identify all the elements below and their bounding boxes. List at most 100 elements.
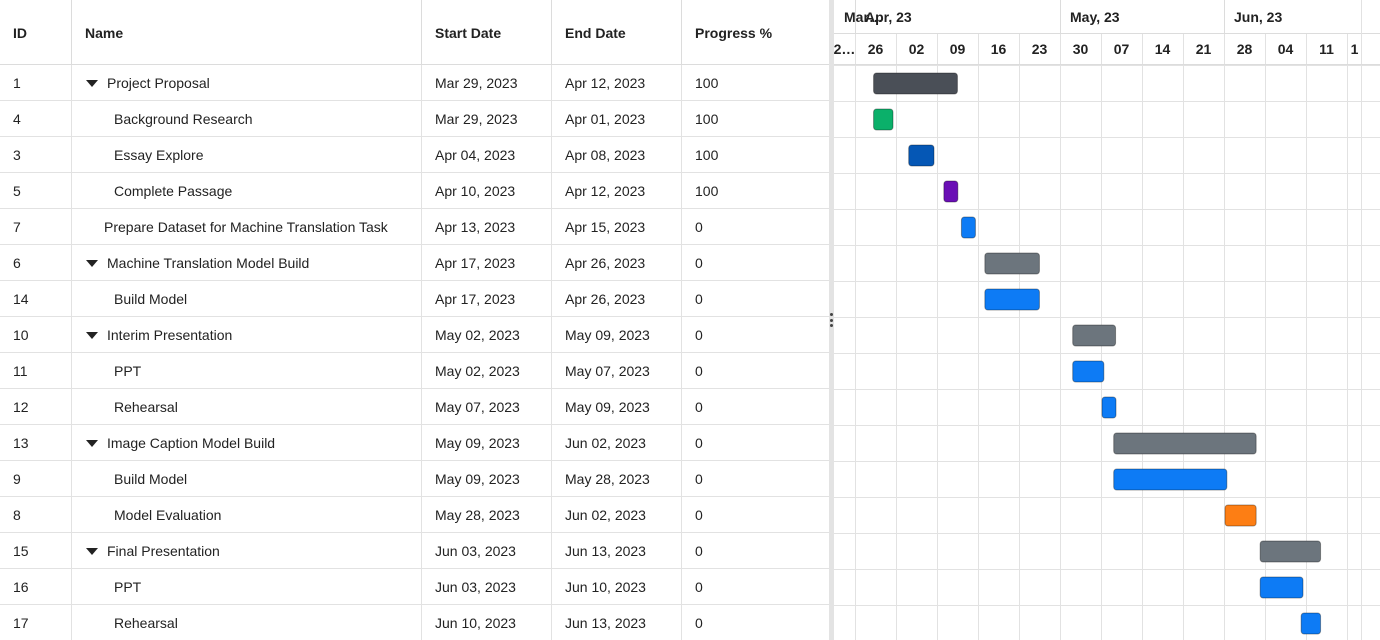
cell-start-date: May 28, 2023 (422, 497, 552, 533)
cell-name: Prepare Dataset for Machine Translation … (72, 209, 422, 245)
task-bar-17[interactable] (1300, 612, 1322, 635)
task-bar-3[interactable] (908, 144, 935, 167)
task-name: Machine Translation Model Build (107, 255, 310, 271)
task-bar-15[interactable] (1259, 540, 1322, 563)
cell-id: 7 (0, 209, 72, 245)
table-row[interactable]: 8 Model Evaluation May 28, 2023 Jun 02, 202… (0, 497, 830, 533)
cell-name: PPT (72, 569, 422, 605)
cell-end-date: Jun 13, 2023 (552, 533, 682, 569)
cell-progress: 0 (695, 579, 703, 595)
table-row[interactable]: 12 Rehearsal May 07, 2023 May 09, 2023 0 (0, 389, 830, 425)
column-header-end-date[interactable]: End Date (552, 0, 682, 65)
task-bar-5[interactable] (943, 180, 959, 203)
week-label: 21 (1196, 41, 1212, 57)
cell-progress: 100 (695, 183, 719, 199)
month-label: Jun, 23 (1234, 9, 1282, 25)
collapse-caret-icon[interactable] (86, 547, 98, 555)
table-row[interactable]: 1 Project Proposal Mar 29, 2023 Apr 12, 202… (0, 65, 830, 101)
task-bar-6[interactable] (984, 252, 1040, 275)
week-label: 26 (868, 41, 884, 57)
cell-start-date: Mar 29, 2023 (422, 101, 552, 137)
cell-name: Image Caption Model Build (72, 425, 422, 461)
table-row[interactable]: 14 Build Model Apr 17, 2023 Apr 26, 2023 0 (0, 281, 830, 317)
month-label: Apr, 23 (865, 9, 912, 25)
table-row[interactable]: 15 Final Presentation Jun 03, 2023 Jun 13, … (0, 533, 830, 569)
table-row[interactable]: 13 Image Caption Model Build May 09, 2023 J… (0, 425, 830, 461)
task-name: Project Proposal (107, 75, 210, 91)
splitter-grip-icon[interactable] (829, 313, 834, 327)
week-label: 28 (1237, 41, 1253, 57)
cell-id: 16 (0, 569, 72, 605)
task-bar-8[interactable] (1224, 504, 1257, 527)
cell-id: 14 (0, 281, 72, 317)
cell-end-date: May 09, 2023 (552, 389, 682, 425)
cell-end-date: Jun 02, 2023 (552, 425, 682, 461)
week-label: 07 (1114, 41, 1130, 57)
collapse-caret-icon[interactable] (86, 439, 98, 447)
cell-id: 4 (0, 101, 72, 137)
column-header-progress[interactable]: Progress % (695, 24, 773, 41)
task-bar-11[interactable] (1072, 360, 1105, 383)
cell-end-date: May 09, 2023 (552, 317, 682, 353)
task-bar-13[interactable] (1113, 432, 1257, 455)
cell-id: 12 (0, 389, 72, 425)
cell-start-date: Apr 17, 2023 (422, 245, 552, 281)
cell-start-date: Apr 10, 2023 (422, 173, 552, 209)
month-label: Mar… (844, 9, 883, 25)
task-bar-1[interactable] (873, 72, 958, 95)
task-name: Model Evaluation (114, 507, 222, 523)
table-row[interactable]: 10 Interim Presentation May 02, 2023 May 09… (0, 317, 830, 353)
week-label: 2… (834, 41, 855, 57)
collapse-caret-icon[interactable] (86, 259, 98, 267)
task-name: Background Research (114, 111, 253, 127)
cell-end-date: Apr 12, 2023 (552, 65, 682, 101)
collapse-caret-icon[interactable] (86, 79, 98, 87)
cell-id: 6 (0, 245, 72, 281)
week-label: 16 (991, 41, 1007, 57)
table-row[interactable]: 11 PPT May 02, 2023 May 07, 2023 0 (0, 353, 830, 389)
cell-start-date: Jun 03, 2023 (422, 569, 552, 605)
column-header-id[interactable]: ID (0, 0, 72, 65)
table-row[interactable]: 16 PPT Jun 03, 2023 Jun 10, 2023 0 (0, 569, 830, 605)
table-row[interactable]: 4 Background Research Mar 29, 2023 Apr 01, … (0, 101, 830, 137)
task-name: Image Caption Model Build (107, 435, 276, 451)
column-header-name[interactable]: Name (72, 0, 422, 65)
table-row[interactable]: 3 Essay Explore Apr 04, 2023 Apr 08, 2023 10… (0, 137, 830, 173)
task-bar-12[interactable] (1101, 396, 1117, 419)
task-bar-14[interactable] (984, 288, 1040, 311)
cell-name: Background Research (72, 101, 422, 137)
cell-start-date: Jun 03, 2023 (422, 533, 552, 569)
cell-name: Machine Translation Model Build (72, 245, 422, 281)
task-bar-4[interactable] (873, 108, 894, 131)
task-bar-7[interactable] (960, 216, 976, 239)
cell-progress: 0 (695, 399, 703, 415)
task-name: Build Model (114, 291, 188, 307)
table-row[interactable]: 17 Rehearsal Jun 10, 2023 Jun 13, 2023 0 (0, 605, 830, 640)
gantt-timeline: 2… 26 02 09 16 23 30 07 14 21 28 04 11 1 Mar… Apr, 23 Ma… (834, 0, 1380, 640)
cell-id: 11 (0, 353, 72, 389)
cell-name: Project Proposal (72, 65, 422, 101)
table-row[interactable]: 5 Complete Passage Apr 10, 2023 Apr 12, 202… (0, 173, 830, 209)
task-name: Build Model (114, 471, 188, 487)
task-bar-9[interactable] (1113, 468, 1228, 491)
cell-progress: 0 (695, 255, 703, 271)
week-label: 11 (1319, 41, 1334, 57)
cell-id: 5 (0, 173, 72, 209)
cell-name: Essay Explore (72, 137, 422, 173)
table-row[interactable]: 6 Machine Translation Model Build Apr 17, … (0, 245, 830, 281)
cell-name: Model Evaluation (72, 497, 422, 533)
collapse-caret-icon[interactable] (86, 331, 98, 339)
cell-id: 9 (0, 461, 72, 497)
task-name: Prepare Dataset for Machine Translation … (104, 219, 388, 235)
cell-id: 15 (0, 533, 72, 569)
task-bar-10[interactable] (1072, 324, 1117, 347)
week-label: 30 (1073, 41, 1089, 57)
task-bar-16[interactable] (1259, 576, 1304, 599)
table-row[interactable]: 7 Prepare Dataset for Machine Translation… (0, 209, 830, 245)
task-name: Rehearsal (114, 615, 178, 631)
column-header-start-date[interactable]: Start Date (422, 0, 552, 65)
cell-end-date: Apr 01, 2023 (552, 101, 682, 137)
cell-end-date: May 28, 2023 (552, 461, 682, 497)
table-row[interactable]: 9 Build Model May 09, 2023 May 28, 2023 0 (0, 461, 830, 497)
cell-progress: 100 (695, 75, 719, 91)
